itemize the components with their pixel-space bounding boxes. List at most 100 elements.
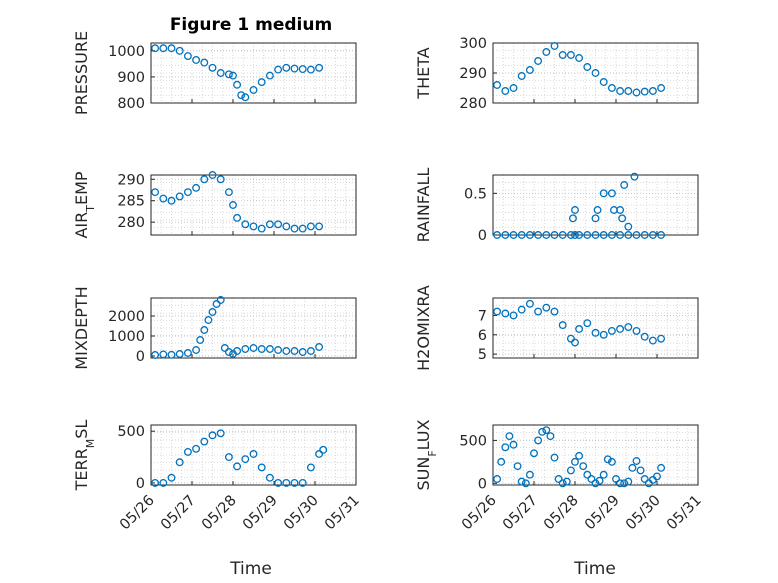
data-point [208,63,217,72]
y-tick-label: 6 [478,328,487,344]
series-markers [493,42,666,97]
data-point [599,470,608,479]
data-point [212,300,221,308]
data-point [599,189,608,198]
data-point [616,206,625,214]
data-point [192,444,201,453]
data-point [237,91,246,100]
data-point [298,65,307,74]
data-point [501,231,510,239]
data-point [200,326,209,334]
data-point [290,347,299,355]
data-point [571,338,579,347]
x-tick-label: 05/30 [623,493,664,534]
data-point [229,71,237,80]
grid [492,424,699,486]
data-point [583,470,592,479]
data-point [575,325,584,333]
data-point [298,348,307,356]
data-point [167,473,176,482]
data-point [640,475,649,483]
axes-box [492,174,699,236]
data-point [618,214,627,223]
data-point [525,231,534,239]
data-point [620,479,629,488]
data-point [591,479,600,488]
data-point [558,479,567,488]
data-point [575,451,584,460]
data-point [534,436,543,445]
y-tick-label: 5 [478,347,487,363]
data-point [224,348,233,356]
subplot-8: 0 500 05/26 05/27 05/28 05/29 05/30 05/31 SUNFLU… [414,419,705,533]
data-point [319,445,328,454]
data-point [538,427,547,436]
data-point [624,87,633,95]
data-point [571,231,579,239]
data-point [542,426,551,435]
data-point [257,463,266,472]
y-axis-label: THETA [414,47,433,99]
y-tick-label: 0 [478,476,487,492]
data-point [566,231,575,239]
data-point [648,336,657,345]
data-point [595,476,604,485]
subplot-1: 800 900 1000 PRESSURE [72,31,357,115]
subplot-4: 0 0.5 RAINFALL [414,168,699,244]
data-point [175,46,184,55]
data-point [513,462,522,471]
data-point [591,69,600,77]
data-point [183,188,192,197]
data-point [208,171,217,179]
data-point [315,222,324,231]
data-point [151,188,160,197]
data-point [151,351,160,359]
data-point [265,71,274,80]
data-point [607,457,616,466]
data-point [530,449,538,458]
data-point [534,231,543,239]
data-point [517,305,526,314]
data-point [546,432,555,441]
data-point [569,214,577,223]
data-point [591,214,600,223]
y-tick-label: 0 [478,228,487,244]
x-tick-label: 05/31 [322,493,363,534]
data-point [579,462,588,471]
data-point [257,345,266,353]
data-point [151,478,160,487]
data-point [599,78,608,86]
y-tick-label: 500 [117,424,145,440]
x-tick-label: 05/26 [459,493,500,534]
data-point [562,477,571,486]
data-point [517,72,526,80]
data-point [550,42,559,50]
data-point [290,64,299,73]
y-tick-label: 500 [459,433,487,449]
data-point [274,478,283,487]
data-point [624,231,633,239]
data-point [648,231,657,239]
y-tick-label: 1000 [108,329,145,345]
data-point [175,350,184,358]
data-point [290,224,299,233]
data-point [534,307,543,316]
x-tick-label: 05/30 [281,493,322,534]
axes-box [150,174,357,236]
data-point [521,479,530,488]
data-point [265,473,274,482]
data-point [542,48,551,56]
data-point [509,231,518,239]
data-point [624,477,633,486]
data-point [233,213,242,222]
data-point [241,345,250,353]
data-point [216,296,225,304]
data-point [306,222,315,231]
y-axis-label: MIXDEPTH [72,286,91,369]
data-point [233,347,242,355]
data-point [657,334,666,343]
data-point [558,321,567,330]
axes-box [492,297,699,359]
data-point [542,231,551,239]
